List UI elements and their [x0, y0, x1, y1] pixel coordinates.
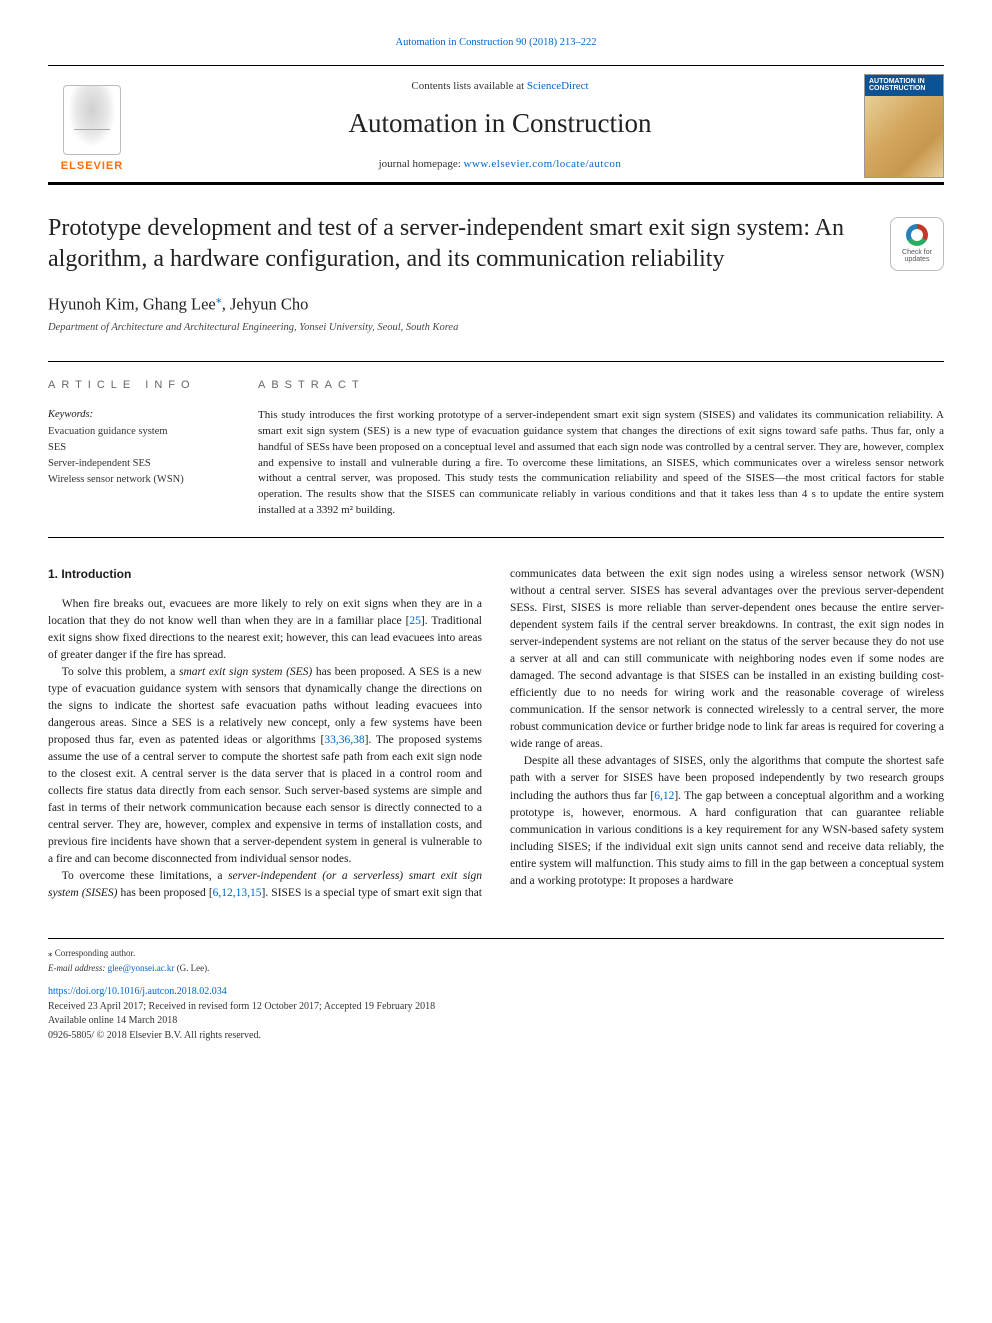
email-label: E-mail address: — [48, 963, 108, 973]
abstract-text: This study introduces the first working … — [258, 408, 944, 520]
body-paragraph: When fire breaks out, evacuees are more … — [48, 596, 482, 664]
journal-name: Automation in Construction — [148, 105, 852, 143]
info-abstract-block: ARTICLE INFO Keywords: Evacuation guidan… — [48, 361, 944, 538]
journal-cover-thumbnail: AUTOMATION IN CONSTRUCTION — [864, 74, 944, 178]
keyword-item: Evacuation guidance system — [48, 424, 234, 440]
email-line: E-mail address: glee@yonsei.ac.kr (G. Le… — [48, 962, 944, 975]
emphasis: smart exit sign system (SES) — [179, 666, 312, 678]
keyword-item: Wireless sensor network (WSN) — [48, 472, 234, 488]
homepage-link[interactable]: www.elsevier.com/locate/autcon — [464, 158, 622, 170]
email-link[interactable]: glee@yonsei.ac.kr — [108, 963, 175, 973]
authors: Hyunoh Kim, Ghang Lee⁎, Jehyun Cho — [48, 291, 944, 316]
author-names-2: , Jehyun Cho — [222, 295, 309, 314]
article-header: Prototype development and test of a serv… — [48, 213, 944, 275]
running-header-link[interactable]: Automation in Construction 90 (2018) 213… — [396, 37, 597, 48]
abstract-heading: ABSTRACT — [258, 378, 944, 393]
section-heading-intro: 1. Introduction — [48, 566, 482, 584]
text-run: To solve this problem, a — [62, 666, 179, 678]
copyright: 0926-5805/ © 2018 Elsevier B.V. All righ… — [48, 1029, 944, 1044]
footer: ⁎ Corresponding author. E-mail address: … — [48, 938, 944, 1043]
text-run: To overcome these limitations, a — [62, 870, 228, 882]
publisher-logo: ELSEVIER — [48, 71, 136, 181]
article-info-column: ARTICLE INFO Keywords: Evacuation guidan… — [48, 378, 258, 519]
cover-title-l1: AUTOMATION IN — [869, 78, 925, 85]
doi-link[interactable]: https://doi.org/10.1016/j.autcon.2018.02… — [48, 985, 944, 1000]
running-header: Automation in Construction 90 (2018) 213… — [48, 36, 944, 51]
online-date: Available online 14 March 2018 — [48, 1014, 944, 1029]
keywords-list: Evacuation guidance system SES Server-in… — [48, 424, 234, 487]
cover-title-l2: CONSTRUCTION — [869, 85, 925, 92]
contents-lists-line: Contents lists available at ScienceDirec… — [148, 79, 852, 94]
elsevier-tree-icon — [63, 85, 121, 155]
keywords-label: Keywords: — [48, 408, 234, 423]
body-text: 1. Introduction When fire breaks out, ev… — [48, 566, 944, 902]
keyword-item: Server-independent SES — [48, 456, 234, 472]
author-names-1: Hyunoh Kim, Ghang Lee — [48, 295, 216, 314]
article-info-heading: ARTICLE INFO — [48, 378, 234, 393]
cover-body — [865, 96, 943, 177]
text-run: ]. The gap between a conceptual algorith… — [510, 790, 944, 887]
body-paragraph: Despite all these advantages of SISES, o… — [510, 753, 944, 889]
homepage-line: journal homepage: www.elsevier.com/locat… — [148, 157, 852, 172]
sciencedirect-link[interactable]: ScienceDirect — [527, 80, 589, 92]
article-history: Received 23 April 2017; Received in revi… — [48, 1000, 944, 1015]
corresponding-author-note: ⁎ Corresponding author. — [48, 947, 944, 960]
text-run: has been proposed [ — [117, 887, 212, 899]
publisher-name: ELSEVIER — [61, 159, 123, 174]
check-updates-label: Check for updates — [891, 249, 943, 264]
citation-link[interactable]: 25 — [409, 615, 421, 627]
cover-title: AUTOMATION IN CONSTRUCTION — [865, 75, 943, 96]
citation-link[interactable]: 6,12,13,15 — [213, 887, 262, 899]
citation-link[interactable]: 6,12 — [654, 790, 674, 802]
citation-link[interactable]: 33,36,38 — [324, 734, 364, 746]
crossmark-icon — [906, 224, 928, 246]
keyword-item: SES — [48, 440, 234, 456]
text-run: ]. The proposed systems assume the use o… — [48, 734, 482, 865]
body-paragraph: To solve this problem, a smart exit sign… — [48, 664, 482, 868]
affiliation: Department of Architecture and Architect… — [48, 321, 944, 336]
masthead-center: Contents lists available at ScienceDirec… — [136, 71, 864, 180]
lists-prefix: Contents lists available at — [411, 80, 526, 92]
email-suffix: (G. Lee). — [174, 963, 209, 973]
article-title: Prototype development and test of a serv… — [48, 213, 890, 275]
check-updates-badge[interactable]: Check for updates — [890, 217, 944, 271]
homepage-prefix: journal homepage: — [379, 158, 464, 170]
masthead: ELSEVIER Contents lists available at Sci… — [48, 65, 944, 185]
abstract-column: ABSTRACT This study introduces the first… — [258, 378, 944, 519]
